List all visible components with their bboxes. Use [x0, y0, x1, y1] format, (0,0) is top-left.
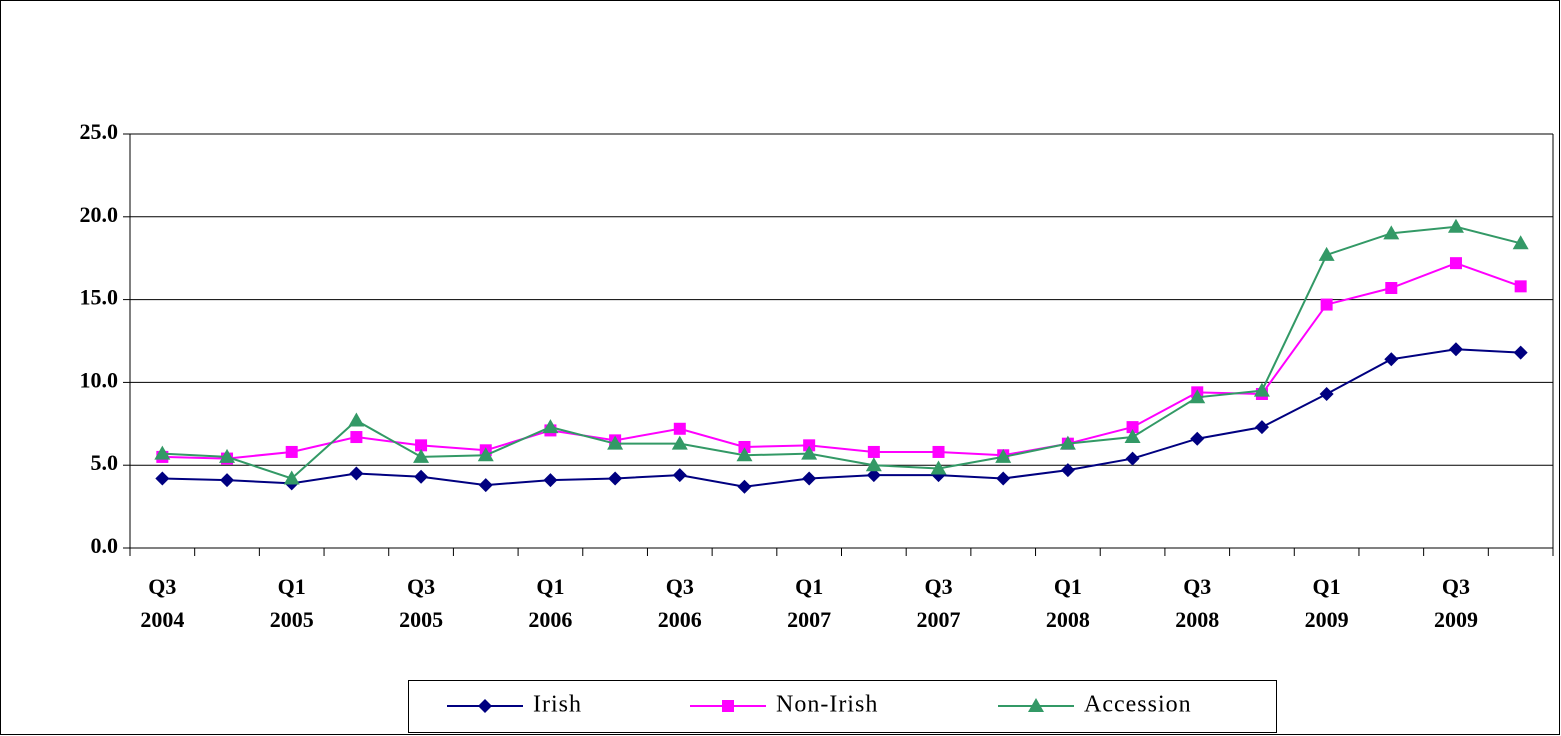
marker [1190, 431, 1205, 446]
marker [477, 447, 494, 462]
marker [478, 699, 492, 713]
marker [542, 419, 559, 434]
marker [608, 471, 623, 486]
x-tick-label: Q1 2006 [528, 574, 573, 632]
marker [738, 440, 751, 453]
legend-box [408, 680, 1277, 733]
series-line [162, 225, 1521, 480]
marker [348, 412, 365, 427]
legend-label: Non-Irish [776, 692, 878, 718]
marker [671, 435, 688, 450]
y-tick-label: 5.0 [91, 450, 119, 475]
marker [996, 471, 1011, 486]
marker [1319, 386, 1334, 401]
marker [1059, 435, 1076, 450]
x-tick-label: Q3 2004 [140, 574, 185, 632]
x-tick-label: Q1 2009 [1304, 574, 1349, 632]
marker [607, 435, 624, 450]
marker [154, 445, 171, 460]
marker [802, 471, 817, 486]
y-tick-label: 15.0 [80, 285, 119, 310]
marker [672, 468, 687, 483]
marker [932, 445, 945, 458]
marker [930, 460, 947, 475]
marker [155, 471, 170, 486]
marker [736, 447, 753, 462]
x-tick-label: Q1 2005 [269, 574, 314, 632]
marker [1254, 420, 1269, 435]
x-tick-label: Q3 2008 [1175, 574, 1220, 632]
marker [737, 479, 752, 494]
marker [1385, 282, 1398, 295]
marker [1512, 235, 1529, 250]
marker [1126, 421, 1139, 434]
marker [350, 431, 363, 444]
marker [1448, 342, 1463, 357]
marker [1447, 218, 1464, 233]
x-tick-label: Q3 2006 [657, 574, 702, 632]
marker [220, 473, 235, 488]
marker [1124, 429, 1141, 444]
marker [722, 700, 734, 712]
x-tick-label: Q1 2007 [787, 574, 832, 632]
marker [865, 457, 882, 472]
marker [1253, 382, 1270, 397]
marker [995, 448, 1012, 463]
marker [1513, 345, 1528, 360]
marker [1384, 352, 1399, 367]
marker [1125, 451, 1140, 466]
marker [1449, 257, 1462, 270]
marker [414, 469, 429, 484]
marker [1514, 280, 1527, 293]
marker [801, 445, 818, 460]
marker [415, 439, 428, 452]
marker [1383, 225, 1400, 240]
marker [478, 478, 493, 493]
y-tick-label: 0.0 [91, 533, 119, 558]
marker [543, 473, 558, 488]
x-tick-label: Q3 2007 [916, 574, 961, 632]
marker [803, 439, 816, 452]
marker [1318, 246, 1335, 261]
x-tick-label: Q3 2009 [1433, 574, 1478, 632]
legend-label: Irish [533, 692, 582, 718]
marker [283, 470, 300, 485]
marker [219, 448, 236, 463]
marker [1189, 389, 1206, 404]
marker [413, 448, 430, 463]
y-tick-label: 25.0 [80, 119, 119, 144]
series-line [162, 348, 1521, 488]
y-tick-label: 10.0 [80, 367, 119, 392]
legend-label: Accession [1084, 692, 1192, 718]
marker [673, 422, 686, 435]
marker [866, 468, 881, 483]
marker [1320, 298, 1333, 311]
marker [1028, 698, 1044, 712]
y-tick-label: 20.0 [80, 202, 119, 227]
x-tick-label: Q3 2005 [399, 574, 444, 632]
series-line [162, 262, 1521, 460]
marker [349, 466, 364, 481]
marker [867, 445, 880, 458]
marker [1060, 463, 1075, 478]
x-tick-label: Q1 2008 [1045, 574, 1090, 632]
marker [285, 445, 298, 458]
